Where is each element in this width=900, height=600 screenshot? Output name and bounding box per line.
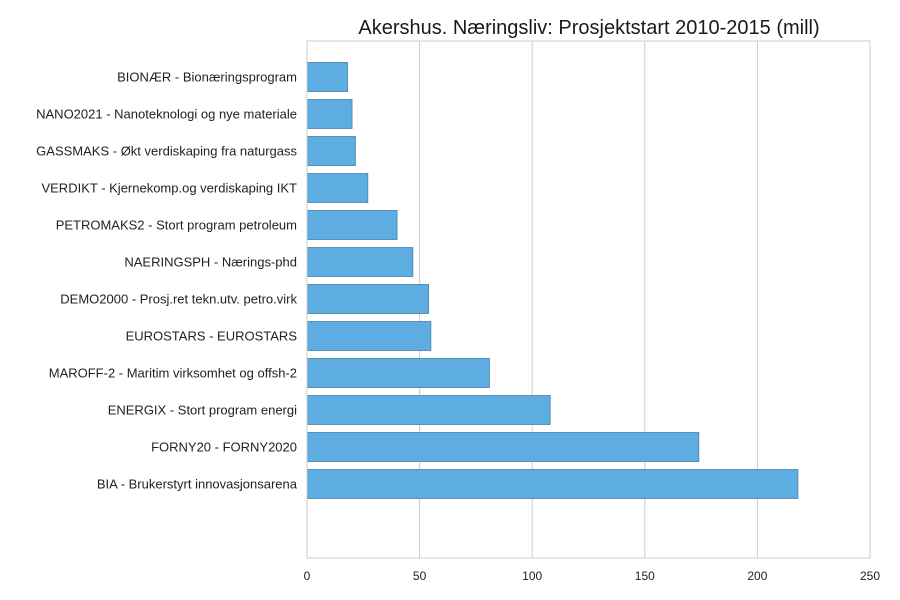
- plot-frame: [306, 40, 871, 559]
- bar: [306, 136, 356, 166]
- bar: [306, 173, 369, 203]
- bar: [306, 99, 353, 129]
- bar: [306, 358, 490, 388]
- bar: [306, 469, 799, 499]
- category-label: NAERINGSPH - Nærings-phd: [124, 255, 297, 270]
- x-tick-label: 200: [747, 569, 767, 583]
- category-label: GASSMAKS - Økt verdiskaping fra naturgas…: [36, 144, 297, 159]
- bars: [306, 62, 799, 499]
- bar: [306, 432, 700, 462]
- bar: [306, 247, 414, 277]
- bar: [306, 62, 348, 92]
- category-label: FORNY20 - FORNY2020: [151, 440, 297, 455]
- category-label: BIONÆR - Bionæringsprogram: [117, 70, 297, 85]
- category-labels: BIONÆR - Bionæringsprogram NANO2021 - Nan…: [36, 70, 298, 492]
- category-label: DEMO2000 - Prosj.ret tekn.utv. petro.vir…: [60, 292, 297, 307]
- x-tick-label: 100: [522, 569, 542, 583]
- category-label: BIA - Brukerstyrt innovasjonsarena: [97, 477, 298, 492]
- category-label: ENERGIX - Stort program energi: [108, 403, 297, 418]
- category-label: VERDIKT - Kjernekomp.og verdiskaping IKT: [41, 181, 297, 196]
- bar: [306, 284, 430, 314]
- bar: [306, 210, 398, 240]
- chart-title: Akershus. Næringsliv: Prosjektstart 2010…: [358, 17, 819, 39]
- x-tick-label: 50: [413, 569, 427, 583]
- category-label: PETROMAKS2 - Stort program petroleum: [56, 218, 297, 233]
- category-label: NANO2021 - Nanoteknologi og nye material…: [36, 107, 297, 122]
- bar: [306, 321, 432, 351]
- bar: [306, 395, 551, 425]
- category-label: EUROSTARS - EUROSTARS: [126, 329, 298, 344]
- x-tick-labels: 0 50 100 150 200 250: [304, 569, 881, 583]
- x-tick-label: 0: [304, 569, 311, 583]
- category-label: MAROFF-2 - Maritim virksomhet og offsh-2: [49, 366, 297, 381]
- x-tick-label: 250: [860, 569, 880, 583]
- x-tick-label: 150: [635, 569, 655, 583]
